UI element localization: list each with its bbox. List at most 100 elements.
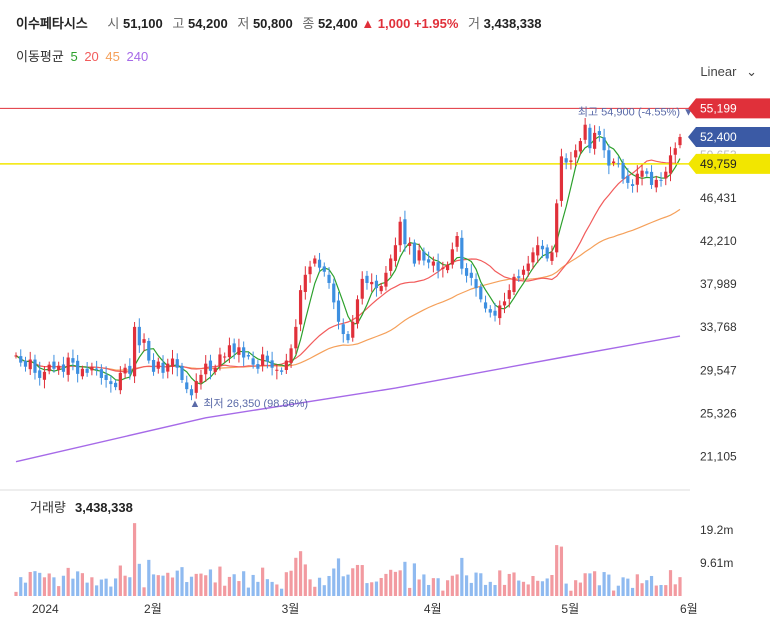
volume-bar — [398, 570, 402, 596]
volume-bar — [66, 567, 70, 596]
volume-bar — [649, 575, 654, 596]
candle-body — [289, 348, 293, 364]
volume-bar — [261, 567, 265, 596]
volume-label: 거 — [468, 16, 481, 31]
candle-body — [180, 365, 184, 380]
volume-bar — [42, 577, 47, 596]
volume-bar — [256, 581, 260, 596]
volume-bar — [265, 579, 269, 596]
volume-bar — [251, 574, 255, 596]
open-label: 시 — [107, 16, 120, 31]
change-value: ▲ 1,000 — [361, 16, 411, 31]
scale-selector[interactable]: Linear ⌄ — [700, 64, 757, 80]
candle-body — [398, 221, 402, 246]
volume-bar — [640, 583, 644, 596]
candle-body — [493, 310, 497, 316]
volume-bar — [132, 523, 137, 596]
volume-bar — [33, 571, 37, 596]
candle-body — [284, 360, 288, 370]
candle-body — [90, 366, 94, 371]
candle-body — [313, 258, 317, 264]
candle-body — [204, 363, 208, 375]
candle-body — [137, 326, 141, 346]
candle-body — [635, 173, 639, 185]
candle-body — [322, 266, 326, 272]
volume-bar — [479, 573, 483, 596]
candle-body — [128, 365, 132, 374]
candle-body — [336, 300, 341, 322]
candle-body — [521, 269, 526, 275]
candle-body — [616, 163, 620, 165]
volume-bar — [389, 569, 393, 596]
volume-bar — [336, 558, 341, 596]
candle-body — [104, 374, 108, 380]
candle-body — [564, 158, 568, 163]
volume-bar — [498, 570, 502, 596]
volume-bar — [332, 568, 336, 596]
candle-body — [199, 374, 203, 383]
volume-bar — [488, 581, 492, 596]
candle-body — [42, 371, 47, 380]
candle-body — [408, 243, 412, 247]
volume-bar — [313, 586, 317, 596]
candle-body — [275, 369, 279, 371]
volume-bar — [427, 584, 431, 596]
volume-bar — [517, 580, 521, 596]
candle-body — [123, 367, 127, 374]
volume-bar — [275, 584, 279, 596]
volume-bar — [80, 573, 84, 596]
candle-body — [218, 354, 222, 367]
volume-bar — [521, 581, 526, 596]
volume-bar — [246, 587, 250, 596]
volume-bar — [460, 557, 464, 596]
candle-body — [57, 365, 61, 370]
candle-body — [464, 268, 469, 276]
candle-body — [455, 236, 459, 247]
volume-bar — [85, 582, 89, 596]
volume-bar — [374, 581, 379, 596]
volume-bar — [237, 581, 241, 596]
volume-bar — [223, 585, 227, 596]
candle-body — [351, 321, 355, 338]
candle-body — [28, 359, 32, 370]
candle-body — [298, 290, 303, 325]
candle-body — [61, 364, 66, 372]
volume-bar — [351, 568, 355, 596]
close-value: 52,400 — [317, 16, 358, 31]
volume-bar — [635, 574, 639, 596]
price-badge-label: 55,199 — [700, 101, 737, 115]
volume-bar — [38, 572, 42, 596]
volume-bar — [408, 587, 412, 596]
volume-bar — [52, 577, 56, 596]
candle-body — [498, 305, 502, 319]
volume-bar — [436, 578, 440, 596]
x-tick-label: 3월 — [282, 602, 300, 616]
candle-body — [303, 274, 307, 292]
candle-body — [256, 364, 260, 369]
candle-body — [118, 372, 122, 391]
candle-body — [569, 160, 573, 162]
volume-bar — [289, 570, 293, 596]
candle-body — [71, 358, 75, 363]
volume-bar — [668, 570, 673, 596]
high-label: 고 — [172, 16, 185, 31]
candle-body — [370, 281, 374, 285]
volume-bar — [175, 570, 179, 596]
volume-bar — [341, 576, 345, 596]
volume-tick-label: 9.61m — [700, 556, 733, 570]
volume-bar — [583, 573, 587, 596]
candle-body — [593, 132, 597, 149]
ma-legend[interactable]: 이동평균 5 20 45 240 — [16, 46, 148, 65]
candle-body — [460, 237, 464, 269]
candle-body — [431, 261, 435, 266]
volume-bar — [393, 571, 398, 596]
ma-20-label: 20 — [84, 49, 99, 64]
candle-body — [189, 389, 194, 396]
candle-body — [213, 367, 217, 373]
volume-bar — [483, 584, 488, 596]
candle-body — [132, 326, 137, 377]
candle-body — [483, 302, 488, 309]
volume-bar — [346, 574, 350, 596]
volume-bar — [612, 590, 616, 596]
